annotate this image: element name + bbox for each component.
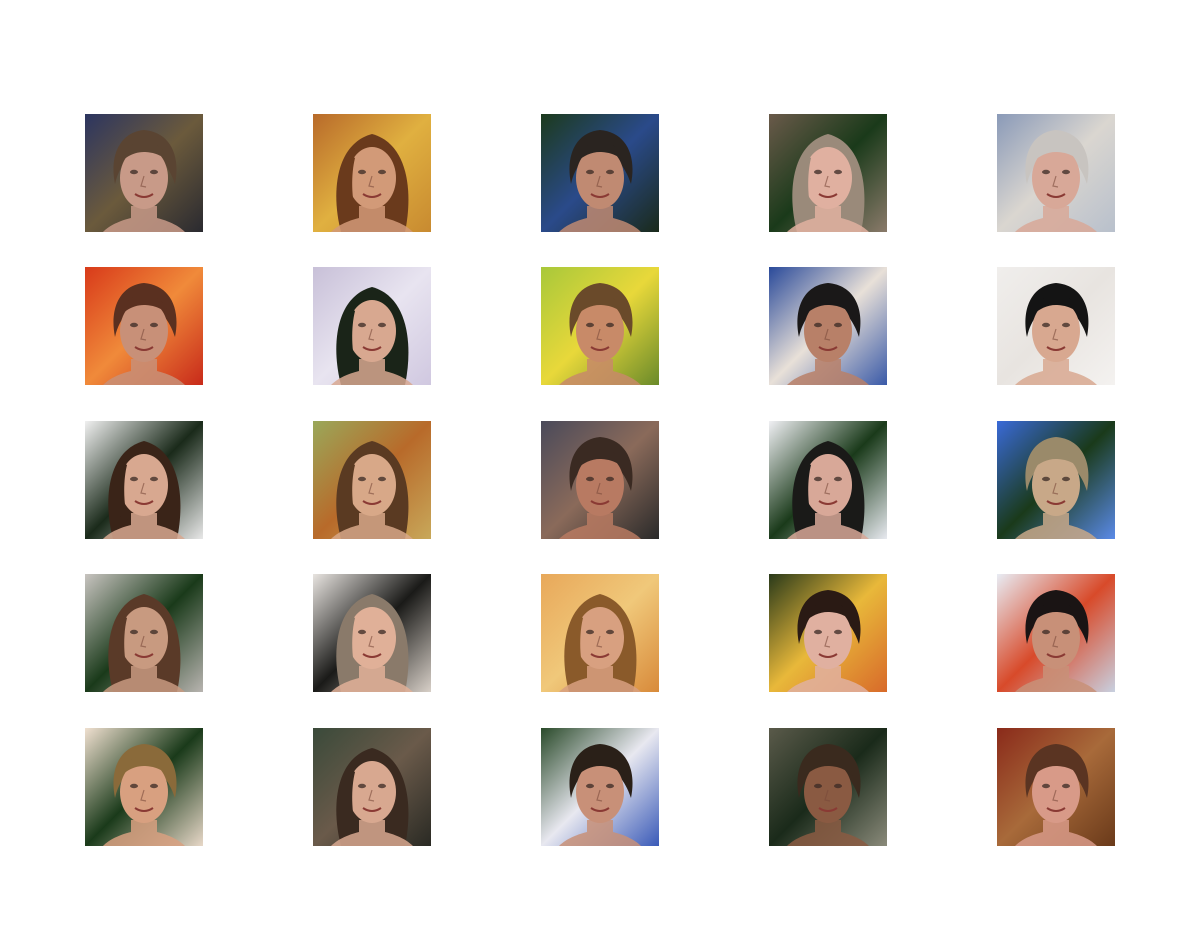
- face-image-r1-c1: [85, 114, 203, 232]
- face-image-r4-c2: [313, 574, 431, 692]
- face-image-r3-c1: [85, 421, 203, 539]
- hair-shape: [569, 283, 633, 337]
- face-image-r2-c5: [997, 267, 1115, 385]
- face-image-r5-c1: [85, 728, 203, 846]
- face-image-r5-c5: [997, 728, 1115, 846]
- face-image-r5-c2: [313, 728, 431, 846]
- face-image-r1-c5: [997, 114, 1115, 232]
- face-image-r4-c4: [769, 574, 887, 692]
- hair-shape: [569, 437, 633, 491]
- face-image-r2-c2: [313, 267, 431, 385]
- face-image-r3-c4: [769, 421, 887, 539]
- hair-shape: [1025, 130, 1089, 184]
- hair-shape: [797, 283, 861, 337]
- hair-shape: [1025, 437, 1089, 491]
- hair-shape: [1025, 283, 1089, 337]
- hair-shape: [113, 744, 177, 798]
- face-image-r3-c2: [313, 421, 431, 539]
- face-image-r4-c3: [541, 574, 659, 692]
- hair-shape: [113, 283, 177, 337]
- hair-shape: [1025, 590, 1089, 644]
- face-image-r3-c5: [997, 421, 1115, 539]
- face-image-r2-c4: [769, 267, 887, 385]
- face-image-r4-c1: [85, 574, 203, 692]
- hair-shape: [113, 130, 177, 184]
- hair-shape: [797, 744, 861, 798]
- face-image-r4-c5: [997, 574, 1115, 692]
- hair-shape: [569, 130, 633, 184]
- face-image-r1-c2: [313, 114, 431, 232]
- face-image-r2-c1: [85, 267, 203, 385]
- face-image-r1-c4: [769, 114, 887, 232]
- face-image-r2-c3: [541, 267, 659, 385]
- hair-shape: [797, 590, 861, 644]
- face-image-r3-c3: [541, 421, 659, 539]
- hair-shape: [569, 744, 633, 798]
- face-image-r5-c3: [541, 728, 659, 846]
- hair-shape: [1025, 744, 1089, 798]
- face-image-r1-c3: [541, 114, 659, 232]
- face-image-r5-c4: [769, 728, 887, 846]
